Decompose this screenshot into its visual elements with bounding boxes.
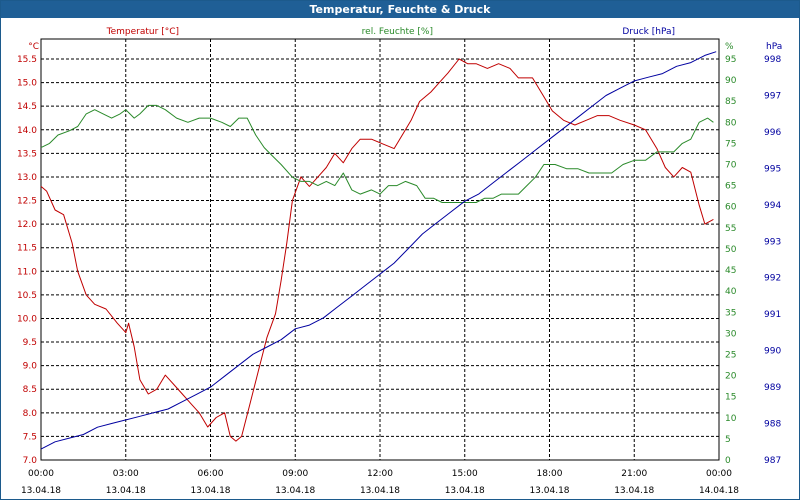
x-tick-date: 13.04.18 <box>275 486 315 496</box>
x-tick-date: 13.04.18 <box>614 486 654 496</box>
humidity-tick-label: 0 <box>725 456 731 466</box>
pressure-tick-label: 991 <box>764 310 781 320</box>
pressure-tick-label: 988 <box>764 420 781 430</box>
x-tick-time: 12:00 <box>367 469 393 479</box>
x-tick-date: 13.04.18 <box>360 486 400 496</box>
humidity-tick-label: 85 <box>725 97 736 107</box>
labels: 7.0 7.5 8.0 8.5 9.0 9.5 10.0 10.5 11.0 11.5 12.0 12… <box>17 27 782 496</box>
humidity-tick-label: 80 <box>725 118 737 128</box>
x-tick-date: 13.04.18 <box>21 486 61 496</box>
x-tick-time: 00:00 <box>706 469 732 479</box>
temp-tick-label: 9.5 <box>23 338 37 348</box>
x-tick-date: 13.04.18 <box>445 486 485 496</box>
humidity-tick-label: 55 <box>725 224 736 234</box>
pressure-tick-label: 987 <box>764 456 781 466</box>
temp-tick-label: 14.0 <box>17 126 37 136</box>
x-tick-date: 14.04.18 <box>699 486 739 496</box>
humidity-tick-label: 25 <box>725 350 736 360</box>
temp-tick-label: 11.5 <box>17 244 37 254</box>
humidity-tick-label: 65 <box>725 182 736 192</box>
pressure-tick-label: 996 <box>764 128 781 138</box>
humidity-tick-label: 60 <box>725 203 737 213</box>
temp-tick-label: 11.0 <box>17 267 37 277</box>
series-line-pressure <box>40 51 717 450</box>
x-tick-date: 13.04.18 <box>529 486 569 496</box>
temp-legend: Temperatur [°C] <box>106 27 179 37</box>
humidity-legend: rel. Feuchte [%] <box>362 27 433 37</box>
pressure-tick-label: 992 <box>764 274 781 284</box>
x-tick-time: 15:00 <box>452 469 478 479</box>
temp-tick-label: 12.0 <box>17 220 37 230</box>
pressure-tick-label: 993 <box>764 237 781 247</box>
humidity-tick-label: 75 <box>725 139 736 149</box>
x-tick-time: 21:00 <box>621 469 647 479</box>
temp-tick-label: 7.5 <box>23 432 37 442</box>
humidity-tick-label: 35 <box>725 308 736 318</box>
pressure-tick-label: 997 <box>764 91 781 101</box>
temp-tick-label: 10.0 <box>17 314 37 324</box>
humidity-tick-label: 50 <box>725 245 737 255</box>
series-group <box>40 51 717 450</box>
axes <box>40 38 720 461</box>
humidity-tick-label: 15 <box>725 393 736 403</box>
humidity-tick-label: 5 <box>725 435 731 445</box>
temp-tick-label: 12.5 <box>17 197 37 207</box>
pressure-tick-label: 998 <box>764 55 781 65</box>
humidity-tick-label: 95 <box>725 55 736 65</box>
temp-unit-label: °C <box>28 42 39 52</box>
temp-tick-label: 9.0 <box>23 362 38 372</box>
humidity-tick-label: 10 <box>725 414 737 424</box>
x-tick-date: 13.04.18 <box>190 486 230 496</box>
x-tick-time: 03:00 <box>113 469 139 479</box>
pressure-unit-label: hPa <box>766 42 782 52</box>
temp-tick-label: 15.0 <box>17 79 37 89</box>
temp-tick-label: 7.0 <box>23 456 38 466</box>
humidity-tick-label: 20 <box>725 372 737 382</box>
series-line-humidity <box>40 104 714 203</box>
temp-tick-label: 14.5 <box>17 102 37 112</box>
pressure-tick-label: 989 <box>764 383 781 393</box>
series-line-temp <box>40 58 714 442</box>
humidity-unit-label: % <box>725 42 734 52</box>
humidity-tick-label: 90 <box>725 76 737 86</box>
temp-tick-label: 10.5 <box>17 291 37 301</box>
chart-title: Temperatur, Feuchte & Druck <box>1 1 799 18</box>
humidity-tick-label: 70 <box>725 161 737 171</box>
x-tick-time: 06:00 <box>198 469 224 479</box>
pressure-tick-label: 995 <box>764 164 781 174</box>
x-tick-time: 00:00 <box>28 469 54 479</box>
plot-frame <box>40 38 720 461</box>
humidity-tick-label: 45 <box>725 266 736 276</box>
pressure-tick-label: 994 <box>764 201 781 211</box>
x-tick-time: 18:00 <box>537 469 563 479</box>
humidity-tick-label: 40 <box>725 287 737 297</box>
temp-tick-label: 8.0 <box>23 409 38 419</box>
temp-tick-label: 15.5 <box>17 55 37 65</box>
x-tick-date: 13.04.18 <box>106 486 146 496</box>
temp-tick-label: 13.0 <box>17 173 37 183</box>
pressure-legend: Druck [hPa] <box>622 27 675 37</box>
humidity-tick-label: 30 <box>725 329 737 339</box>
temp-tick-label: 13.5 <box>17 149 37 159</box>
x-tick-time: 09:00 <box>282 469 308 479</box>
grid <box>40 39 720 461</box>
temp-tick-label: 8.5 <box>23 385 37 395</box>
pressure-tick-label: 990 <box>764 347 781 357</box>
